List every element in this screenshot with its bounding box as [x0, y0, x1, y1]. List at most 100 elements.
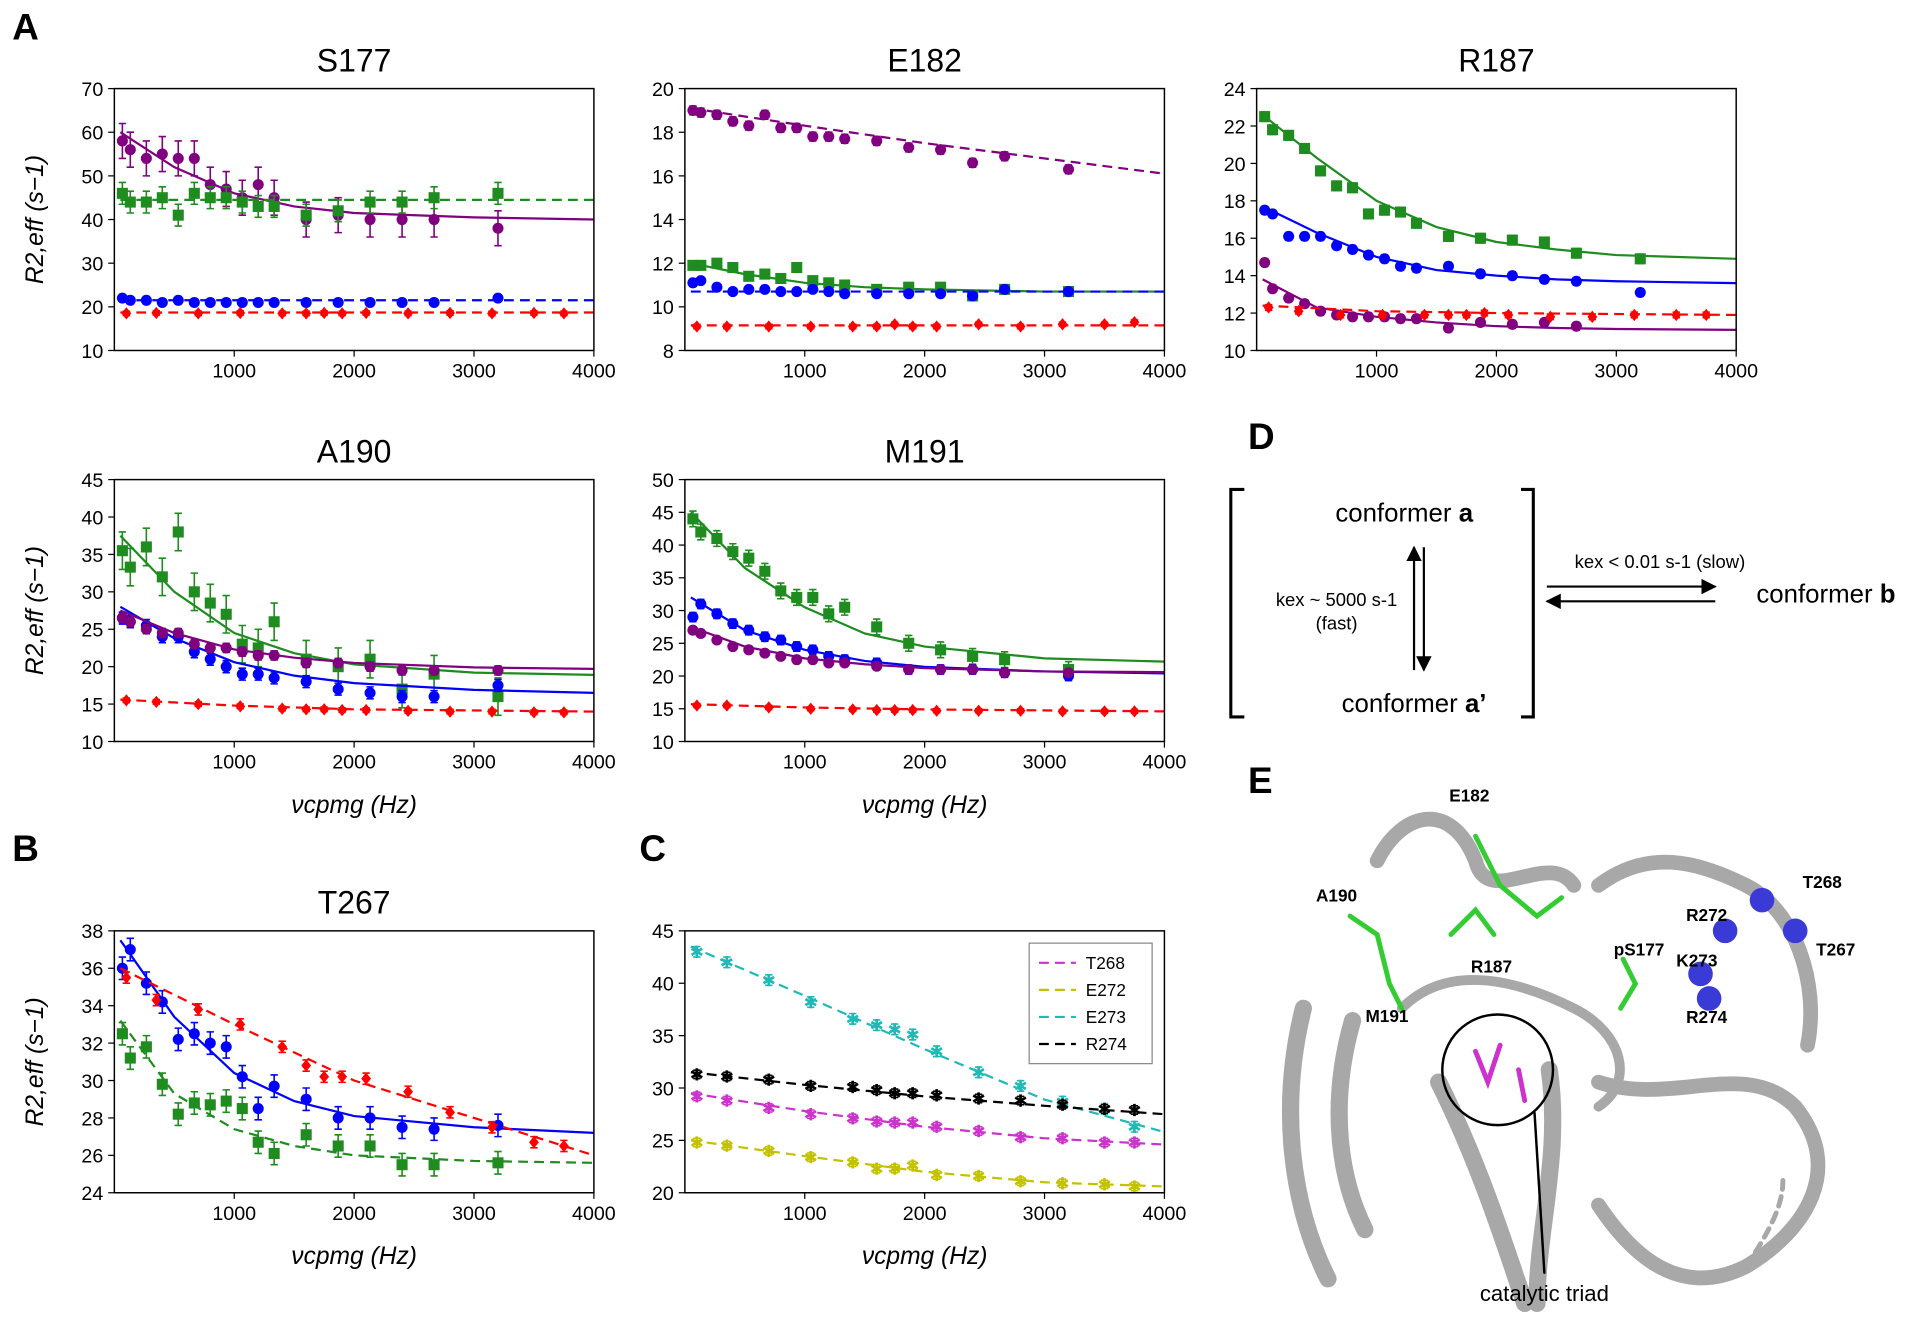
- point: [695, 259, 707, 271]
- point: [871, 288, 883, 300]
- point: [1479, 306, 1490, 320]
- point: [839, 657, 851, 669]
- residue-label: T268: [1803, 872, 1843, 892]
- bracket: [1229, 487, 1245, 719]
- y-tick-label: 10: [652, 732, 674, 754]
- point: [889, 703, 900, 717]
- y-tick-label: 12: [652, 254, 674, 276]
- point: [695, 526, 707, 538]
- chart: 1000 2000 3000 4000 10 15 20 25 30 35 40 45 A190 νcpm…: [22, 433, 616, 818]
- residue-label: R187: [1471, 957, 1512, 977]
- y-tick-label: 20: [652, 79, 674, 101]
- point: [935, 288, 947, 300]
- fit-line: [1261, 113, 1737, 260]
- x-tick-label: 1000: [212, 361, 256, 383]
- point: [188, 586, 200, 598]
- y-tick-label: 24: [1224, 79, 1246, 101]
- x-axis-label: νcpmg (Hz): [862, 1243, 988, 1270]
- point: [888, 1087, 901, 1100]
- point: [973, 318, 984, 331]
- triad: [1473, 1042, 1528, 1103]
- residue-label: R274: [1686, 1007, 1728, 1027]
- axes-frame: [113, 478, 595, 743]
- point: [220, 608, 232, 620]
- point: [972, 1169, 985, 1183]
- point: [791, 286, 803, 298]
- point: [252, 296, 264, 309]
- point: [906, 1159, 919, 1172]
- point: [1062, 667, 1075, 679]
- point: [804, 1079, 817, 1093]
- point: [492, 222, 504, 234]
- y-tick-label: 38: [81, 921, 103, 943]
- point: [690, 1090, 703, 1103]
- fit-line: [1262, 304, 1737, 317]
- point: [332, 657, 344, 669]
- point: [1015, 320, 1026, 333]
- fit-line: [119, 131, 594, 221]
- point: [140, 977, 152, 989]
- strand: [1430, 1061, 1562, 1313]
- x-tick-label: 4000: [1143, 1203, 1187, 1225]
- legend-box: [1028, 942, 1153, 1065]
- point: [403, 1085, 413, 1098]
- point: [847, 320, 858, 333]
- point: [124, 1052, 136, 1064]
- point: [931, 704, 942, 717]
- chart-title: M191: [885, 433, 965, 469]
- point: [1267, 208, 1279, 220]
- y-tick-label: 35: [81, 545, 103, 567]
- point: [151, 993, 162, 1007]
- point: [1362, 249, 1375, 261]
- residue-label: K273: [1676, 951, 1717, 971]
- legend-label: E273: [1086, 1007, 1126, 1027]
- point: [364, 1112, 376, 1124]
- sphere: [1712, 918, 1738, 944]
- point: [268, 616, 280, 628]
- point: [156, 1078, 168, 1090]
- fit-line: [119, 967, 594, 1157]
- y-tick-label: 15: [652, 699, 674, 721]
- plot-area: [116, 937, 594, 1177]
- point: [1299, 230, 1311, 242]
- point: [695, 598, 707, 610]
- point: [116, 187, 128, 199]
- y-tick-label: 20: [81, 297, 103, 319]
- y-tick-label: 22: [1224, 116, 1246, 138]
- point: [220, 192, 232, 204]
- point: [807, 644, 819, 656]
- point: [1057, 705, 1068, 718]
- chart: 1000 2000 3000 4000 10 12 14 16 18 20 22 24 R187: [1224, 42, 1758, 382]
- point: [188, 1028, 200, 1040]
- point: [903, 141, 915, 154]
- point: [492, 691, 504, 703]
- point: [690, 1068, 703, 1081]
- point: [151, 695, 162, 708]
- point: [364, 214, 376, 226]
- point: [839, 601, 851, 613]
- y-tick-label: 60: [81, 123, 103, 145]
- point: [188, 638, 200, 650]
- axes-frame: [684, 87, 1166, 352]
- y-tick-label: 40: [81, 210, 103, 232]
- helix: [1591, 854, 1818, 1053]
- point: [1570, 320, 1582, 332]
- point: [236, 196, 248, 208]
- structure-note: catalytic triad: [1480, 1281, 1609, 1306]
- point: [846, 1156, 859, 1169]
- point: [903, 281, 915, 293]
- point: [791, 641, 803, 653]
- point: [332, 205, 344, 217]
- point: [396, 1121, 408, 1133]
- point: [1545, 310, 1556, 323]
- point: [906, 1087, 919, 1100]
- residue-label: M191: [1365, 1006, 1408, 1026]
- point: [759, 109, 771, 121]
- x-tick-label: 1000: [212, 1203, 256, 1225]
- point: [1056, 1177, 1069, 1190]
- y-tick-label: 20: [652, 666, 674, 688]
- residue-label: pS177: [1614, 939, 1665, 959]
- point: [529, 706, 539, 719]
- fit-line: [120, 698, 594, 713]
- point: [930, 1120, 943, 1133]
